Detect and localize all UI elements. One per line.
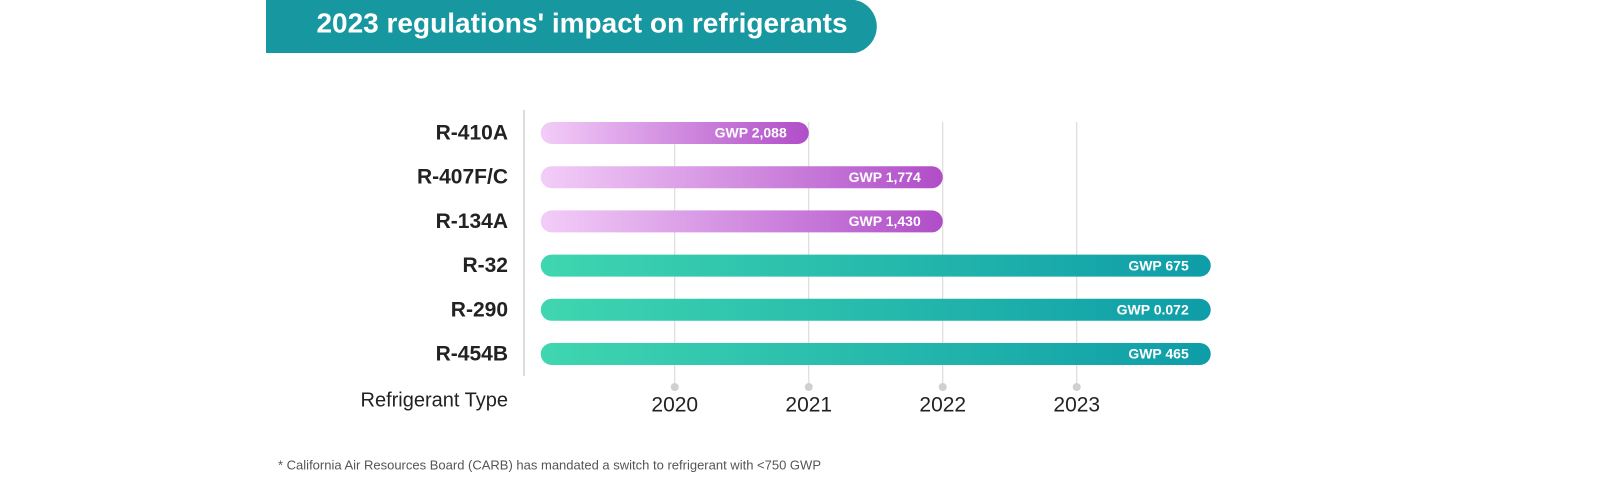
bar bbox=[540, 298, 1211, 321]
category-label: R-454B bbox=[436, 343, 508, 366]
tick-dot bbox=[1072, 383, 1081, 391]
x-tick-label: 2022 bbox=[919, 394, 966, 417]
bar bbox=[540, 343, 1211, 365]
bar bbox=[540, 122, 809, 144]
category-label: R-407F/C bbox=[417, 166, 508, 189]
y-axis-label: Refrigerant Type bbox=[361, 389, 509, 411]
tick-dot bbox=[938, 383, 947, 391]
bar-label: GWP 1,430 bbox=[849, 213, 921, 229]
bar-label: GWP 2,088 bbox=[715, 125, 787, 141]
tick-dot bbox=[670, 383, 679, 391]
bar-label: GWP 675 bbox=[1128, 257, 1189, 273]
tick-dot bbox=[804, 383, 813, 391]
bar bbox=[540, 210, 943, 233]
category-label: R-290 bbox=[451, 298, 508, 321]
bar bbox=[540, 254, 1211, 277]
x-tick-label: 2020 bbox=[651, 394, 698, 417]
x-tick-label: 2021 bbox=[785, 394, 832, 417]
bar-label: GWP 0.072 bbox=[1117, 302, 1189, 318]
chart-title: 2023 regulations' impact on refrigerants bbox=[316, 7, 847, 38]
title-banner bbox=[266, 0, 877, 53]
category-label: R-32 bbox=[462, 254, 508, 277]
footnote: * California Air Resources Board (CARB) … bbox=[278, 457, 821, 472]
x-tick-label: 2023 bbox=[1053, 394, 1100, 417]
bar-label: GWP 1,774 bbox=[849, 169, 921, 185]
category-label: R-134A bbox=[436, 210, 508, 233]
bar-label: GWP 465 bbox=[1128, 346, 1189, 362]
category-label: R-410A bbox=[436, 122, 508, 145]
bar bbox=[540, 166, 943, 189]
